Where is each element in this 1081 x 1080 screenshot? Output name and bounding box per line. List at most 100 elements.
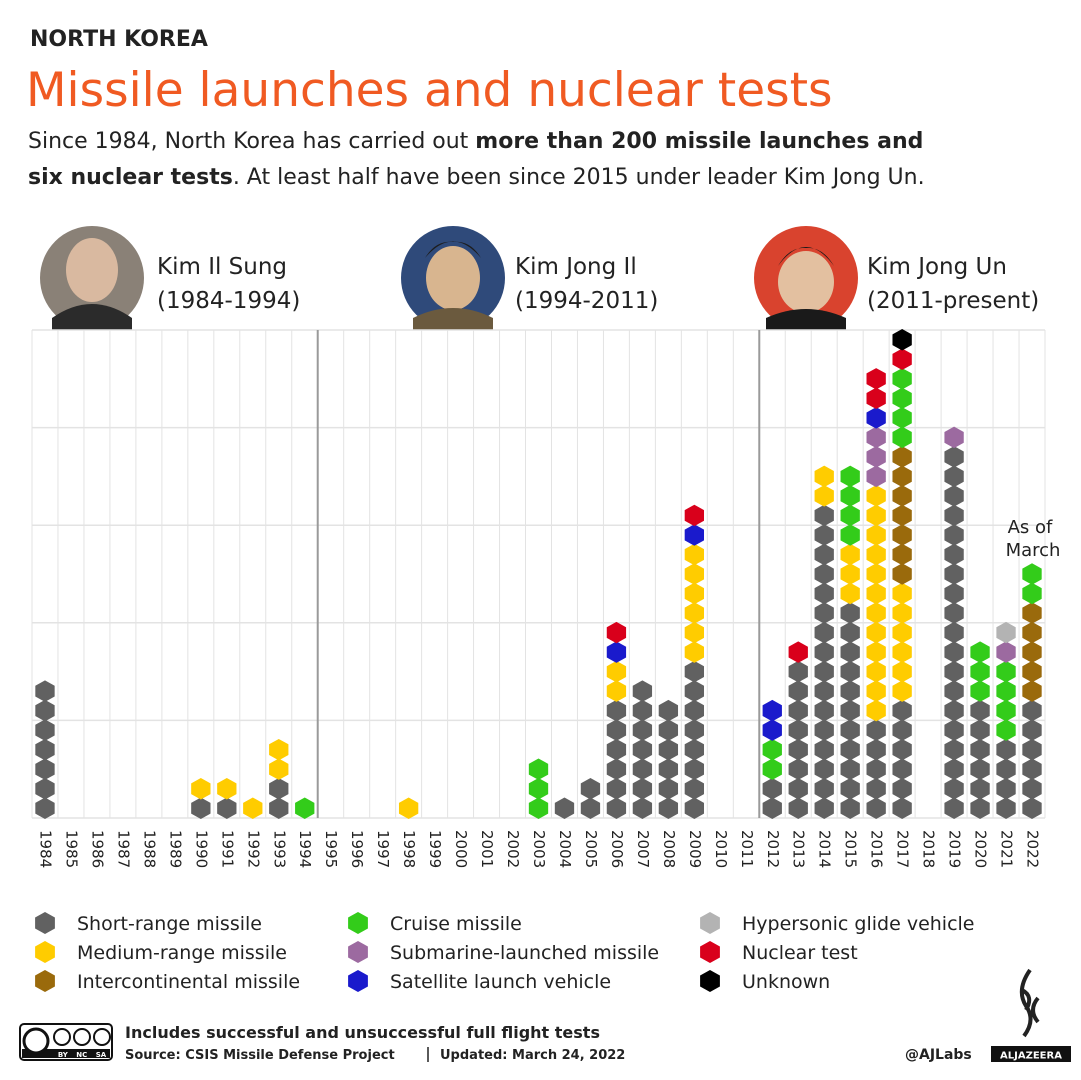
hex [814, 797, 834, 819]
hex-stack-segment [892, 368, 912, 449]
portrait-face [66, 238, 118, 302]
hex-stack-segment [684, 660, 705, 819]
hex [840, 602, 860, 624]
hex-stack-segment [554, 797, 575, 819]
x-tick-label: 2010 [712, 830, 730, 868]
hex [398, 797, 419, 819]
logo-mark [1019, 968, 1040, 1038]
hex [814, 543, 834, 566]
hex [814, 524, 834, 546]
legend-swatch [35, 912, 55, 934]
hex [632, 680, 653, 702]
hex [632, 699, 653, 722]
hex [243, 797, 263, 819]
hex [632, 777, 653, 800]
hex [814, 504, 834, 527]
hex [892, 524, 912, 546]
hex [814, 777, 834, 800]
hex [840, 797, 860, 819]
hex [684, 543, 705, 566]
hex-stack-segment [970, 641, 990, 702]
hex-stack-segment [840, 465, 860, 546]
hex-stack-segment [606, 621, 627, 644]
x-tick-label: 2000 [452, 830, 470, 868]
hex [892, 368, 912, 390]
portraits [40, 226, 858, 330]
legend: Short-range missile Medium-range missile I… [35, 912, 975, 993]
portrait-body [52, 304, 132, 330]
hex [892, 680, 912, 702]
hex [970, 660, 990, 683]
hex [892, 504, 912, 527]
hex [814, 719, 834, 741]
hex [944, 524, 964, 546]
hex-stack-segment [762, 738, 782, 780]
hex-stack-segment [684, 543, 705, 663]
hex [944, 758, 964, 780]
x-tick-label: 2021 [998, 830, 1016, 868]
portrait-face [426, 246, 480, 310]
subtitle-text: . At least half have been since 2015 und… [233, 165, 925, 190]
hex-stack-segment [996, 660, 1016, 741]
hex [632, 797, 653, 819]
portrait-hair [778, 247, 834, 266]
hex [684, 699, 705, 722]
hex [866, 719, 886, 741]
hex [788, 777, 808, 800]
hex [840, 719, 860, 741]
hex [606, 641, 627, 663]
hex [1022, 758, 1042, 780]
hex-stack-segment [632, 680, 653, 819]
hex-stack-segment [243, 797, 263, 819]
hex [892, 485, 912, 507]
hex [1022, 777, 1042, 800]
brand-name: ALJAZEERA [1000, 1051, 1062, 1062]
hex [788, 641, 808, 663]
hex [814, 465, 834, 488]
hex [892, 563, 912, 585]
hex [35, 738, 55, 761]
legend-swatch [700, 912, 720, 934]
leader-name: Kim Jong Un [867, 254, 1007, 280]
subtitle-line: six nuclear tests. At least half have be… [28, 165, 925, 190]
hex [840, 524, 860, 546]
hex [606, 660, 627, 683]
hex-stack-segment [814, 465, 834, 507]
hex [1022, 719, 1042, 741]
hex [658, 777, 679, 800]
hex [1022, 738, 1042, 761]
annotation-line: As of [1008, 517, 1053, 538]
hex [684, 641, 705, 663]
x-tick-label: 1989 [166, 830, 184, 868]
hex [892, 465, 912, 488]
hex-stack-segment [658, 699, 679, 819]
hex [528, 797, 549, 819]
hex [1022, 563, 1042, 585]
hex [840, 641, 860, 663]
badge-icon [93, 1028, 111, 1046]
hex [866, 543, 886, 566]
x-tick-label: 2003 [530, 830, 548, 868]
hex [866, 504, 886, 527]
logo-band [991, 1046, 1071, 1062]
hex [866, 582, 886, 605]
hex [788, 738, 808, 761]
hex [814, 680, 834, 702]
hex [840, 777, 860, 800]
x-tick-label: 1992 [244, 830, 262, 868]
hex-stack-segment [866, 407, 886, 429]
hex [684, 621, 705, 644]
x-tick-label: 2018 [920, 830, 938, 868]
hex [970, 758, 990, 780]
leader-name: Kim Jong Il [515, 254, 637, 280]
hex-stack-segment [944, 426, 964, 449]
hex [762, 738, 782, 761]
hex [840, 563, 860, 585]
hex [1022, 602, 1042, 624]
hex-stack-segment [580, 777, 601, 819]
hex [866, 738, 886, 761]
hex [944, 797, 964, 819]
hex [684, 504, 705, 527]
hex [892, 426, 912, 449]
footer-source: Source: CSIS Missile Defense Project [125, 1048, 395, 1063]
